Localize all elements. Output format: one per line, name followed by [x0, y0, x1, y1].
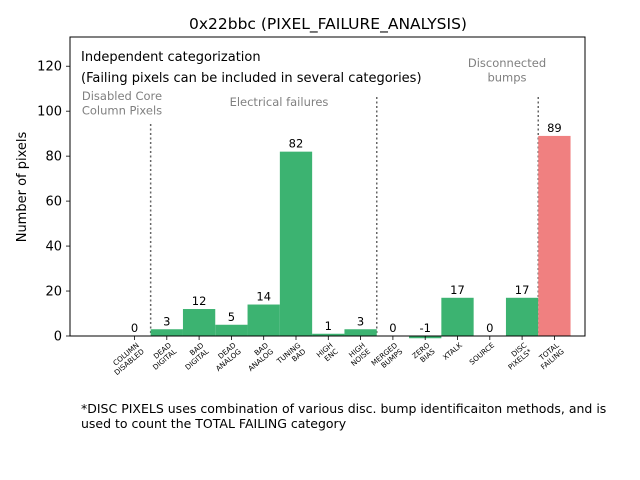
bar-value-label: 12 [192, 294, 207, 308]
bar-7 [344, 329, 377, 336]
x-tick-label: TUNINGBAD [274, 340, 308, 372]
x-tick-label: DEADANALOG [209, 340, 243, 373]
section-label: Disconnected bumps [468, 56, 546, 85]
y-axis-ticks: 0 20 40 60 80 100 120 [37, 60, 70, 345]
x-tick-label: DEADDIGITAL [146, 340, 179, 371]
value-labels-group: 0 3 12 5 14 82 1 3 0 -1 17 0 17 89 [131, 121, 562, 335]
legend-line-2: (Failing pixels can be included in sever… [81, 71, 422, 86]
x-tick-label: HIGHENC [315, 341, 340, 366]
bar-12 [505, 297, 539, 336]
x-tick-label: SOURCE [468, 340, 497, 366]
footnote: *DISC PIXELS uses combination of various… [81, 401, 607, 431]
bar-value-label: 3 [357, 314, 364, 328]
x-tick-label: ZEROBIAS [410, 340, 437, 366]
bar-6 [312, 333, 345, 336]
bar-3 [215, 324, 248, 336]
bar-value-label: 14 [256, 290, 271, 304]
bar-value-label: 17 [450, 283, 465, 297]
bars-group [150, 135, 571, 339]
x-tick-label: HIGHNOISE [344, 340, 372, 368]
x-tick-label: BADDIGITAL [178, 340, 211, 371]
bar-5 [279, 151, 313, 336]
bar-2 [182, 309, 216, 336]
y-tick-label: 80 [45, 150, 62, 165]
plot-frame [69, 36, 586, 337]
bar-value-label: 82 [289, 137, 304, 151]
x-tick-label: BADANALOG [241, 340, 275, 373]
y-tick-label: 20 [45, 285, 62, 300]
section-label: Disabled Core Column Pixels [82, 89, 162, 118]
y-axis-label: Number of pixels [15, 131, 30, 242]
x-tick-label: TOTALFAILING [534, 341, 566, 372]
bar-4 [247, 304, 280, 336]
x-tick-label: XTALK [441, 340, 464, 361]
x-tick-label: MERGEDBUMPS [369, 340, 404, 373]
x-tick-label: COLUMNDISABLED [107, 340, 146, 377]
y-tick-label: 40 [45, 240, 62, 255]
bar-chart: 0x22bbc (PIXEL_FAILURE_ANALYSIS) Number … [15, 15, 586, 377]
legend-line-1: Independent categorization [81, 50, 261, 65]
bar-value-label: 0 [486, 321, 493, 335]
y-tick-label: 100 [37, 105, 62, 120]
chart-title: 0x22bbc (PIXEL_FAILURE_ANALYSIS) [189, 15, 467, 34]
bar-13 [538, 135, 571, 336]
x-tick-label: DISCPIXELS* [501, 340, 534, 371]
bar-value-label: 3 [163, 314, 170, 328]
y-tick-label: 120 [37, 60, 62, 75]
bar-1 [150, 329, 183, 336]
bar-value-label: 89 [547, 121, 562, 135]
y-tick-label: 60 [45, 195, 62, 210]
x-axis-ticks: COLUMNDISABLED DEADDIGITAL BADDIGITAL DEADA… [107, 336, 566, 377]
y-tick-label: 0 [54, 330, 62, 345]
section-separators: Disabled Core Column Pixels Electrical fai… [82, 56, 546, 336]
bar-value-label: 0 [389, 321, 396, 335]
bar-value-label: 0 [131, 321, 138, 335]
section-label: Electrical failures [230, 95, 329, 109]
bar-value-label: 5 [228, 310, 235, 324]
bar-10 [441, 297, 474, 336]
bar-value-label: -1 [419, 321, 430, 335]
bar-value-label: 1 [325, 319, 332, 333]
bar-value-label: 17 [515, 283, 530, 297]
